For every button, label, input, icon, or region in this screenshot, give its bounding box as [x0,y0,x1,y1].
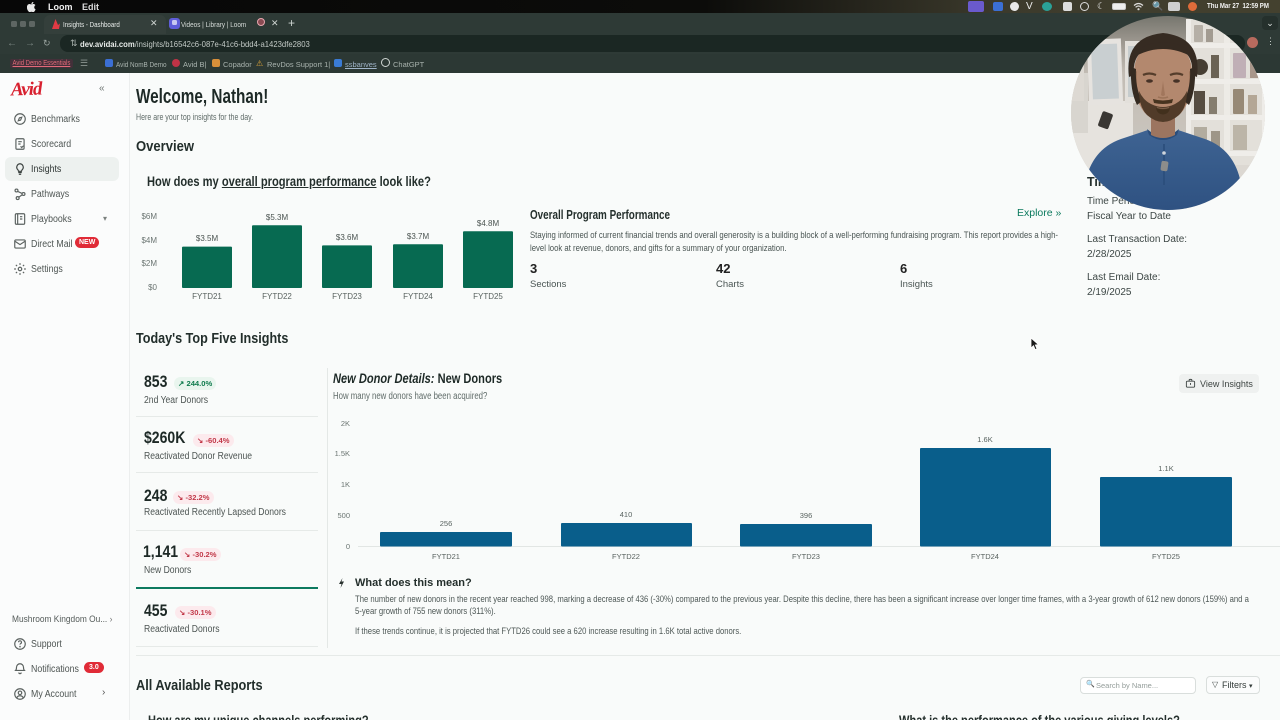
svg-text:FYTD25: FYTD25 [1152,552,1180,561]
svg-text:500: 500 [337,511,350,520]
svg-text:$3.5M: $3.5M [196,234,219,243]
svg-text:FYTD25: FYTD25 [473,292,503,301]
svg-text:$4M: $4M [141,236,157,245]
svg-text:$4.8M: $4.8M [477,219,500,228]
svg-text:$0: $0 [148,283,157,292]
svg-text:1K: 1K [341,480,350,489]
svg-text:396: 396 [800,511,813,520]
svg-text:256: 256 [440,519,453,528]
svg-text:2K: 2K [341,419,350,428]
svg-text:$6M: $6M [141,212,157,221]
svg-text:FYTD23: FYTD23 [332,292,362,301]
svg-text:410: 410 [620,510,633,519]
svg-text:0: 0 [346,542,350,551]
svg-text:1.5K: 1.5K [335,449,350,458]
svg-text:FYTD24: FYTD24 [971,552,999,561]
svg-text:$2M: $2M [141,259,157,268]
svg-text:$5.3M: $5.3M [266,213,289,222]
svg-text:FYTD21: FYTD21 [192,292,222,301]
svg-text:$3.6M: $3.6M [336,233,359,242]
svg-text:FYTD24: FYTD24 [403,292,433,301]
svg-text:FYTD21: FYTD21 [432,552,460,561]
svg-text:FYTD22: FYTD22 [612,552,640,561]
svg-text:1.1K: 1.1K [1158,464,1173,473]
svg-text:1.6K: 1.6K [977,435,992,444]
svg-text:$3.7M: $3.7M [407,232,430,241]
svg-text:FYTD22: FYTD22 [262,292,292,301]
svg-text:FYTD23: FYTD23 [792,552,820,561]
